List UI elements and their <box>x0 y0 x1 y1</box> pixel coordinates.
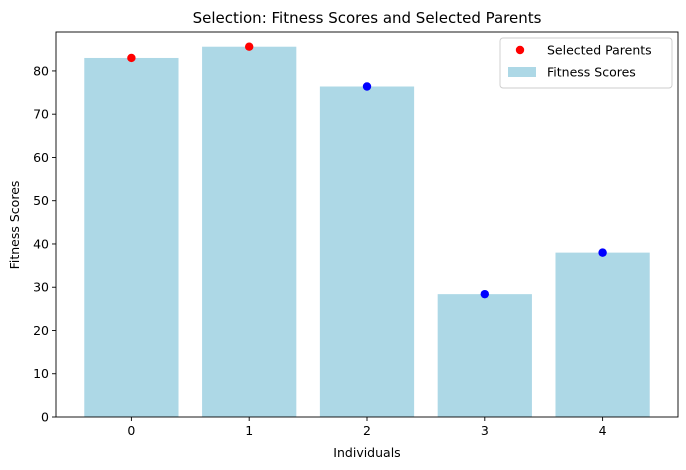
x-tick-label: 3 <box>481 423 489 438</box>
x-tick-label: 0 <box>127 423 135 438</box>
y-tick-label: 40 <box>33 236 49 251</box>
y-tick-label: 70 <box>33 107 49 122</box>
x-axis-title: Individuals <box>333 445 400 460</box>
bar-0 <box>84 57 179 418</box>
y-axis-title: Fitness Scores <box>7 181 22 270</box>
individual-point-3 <box>480 289 490 299</box>
legend-marker-fitness-scores <box>508 67 536 77</box>
legend-label: Fitness Scores <box>547 65 636 80</box>
selected-parent-point-1 <box>244 42 254 51</box>
bar-4 <box>555 252 650 417</box>
individual-point-4 <box>598 248 607 257</box>
plot-area: 0 10 20 30 40 50 60 70 80 0 1 2 3 4 <box>33 31 679 438</box>
bar-2 <box>319 86 415 417</box>
y-tick-label: 50 <box>33 193 49 208</box>
y-tick-label: 10 <box>33 366 49 381</box>
x-tick-label: 4 <box>599 423 607 438</box>
legend-label: Selected Parents <box>547 43 652 58</box>
y-tick-label: 80 <box>33 63 49 78</box>
selected-parent-point-0 <box>127 53 136 63</box>
legend: Selected Parents Fitness Scores <box>499 37 673 89</box>
y-tick-label: 30 <box>33 280 49 295</box>
chart-title: Selection: Fitness Scores and Selected P… <box>193 9 542 27</box>
legend-box <box>499 37 673 89</box>
bar-1 <box>202 46 297 418</box>
legend-marker-selected-parents <box>515 45 525 55</box>
y-tick-label: 0 <box>41 410 49 425</box>
y-tick-label: 20 <box>33 323 49 338</box>
x-tick-label: 1 <box>245 423 253 438</box>
y-tick-label: 60 <box>33 150 49 165</box>
individual-point-2 <box>362 82 372 91</box>
bar-3 <box>437 294 532 417</box>
x-tick-label: 2 <box>363 423 371 438</box>
